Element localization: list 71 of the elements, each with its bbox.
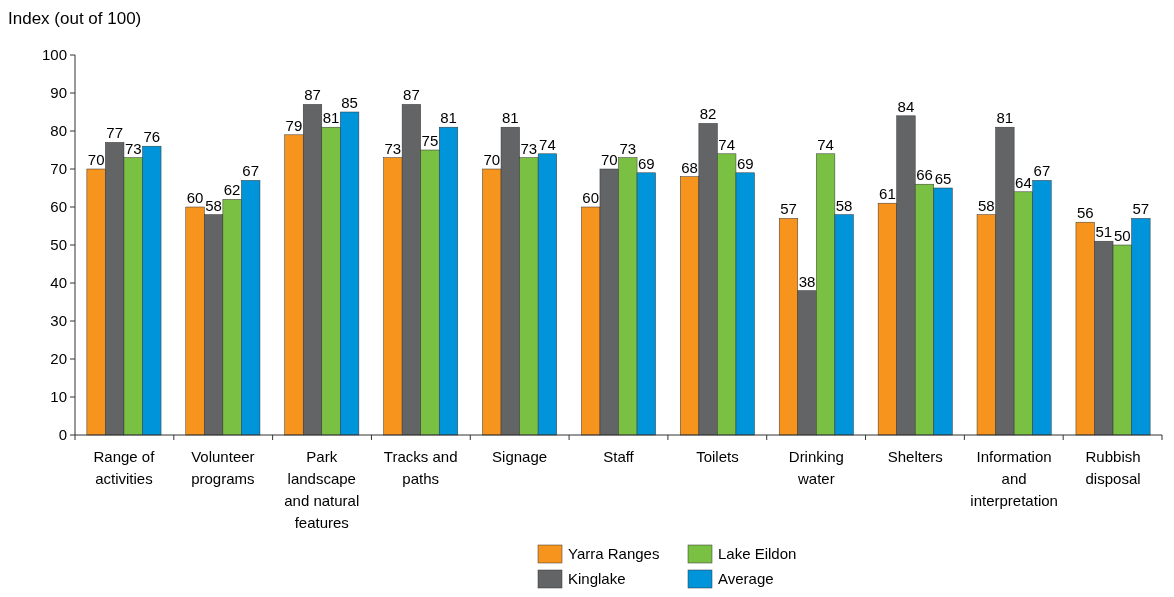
data-label: 79 (285, 116, 303, 134)
y-tick-label: 70 (50, 160, 67, 177)
data-label: 38 (798, 272, 816, 290)
x-tick-label: Drinking water (788, 448, 844, 487)
data-label: 67 (242, 162, 260, 180)
y-tick-label: 90 (50, 84, 67, 101)
y-tick-label: 10 (50, 388, 67, 405)
data-label: 66 (916, 166, 933, 184)
legend-label: Average (718, 570, 774, 587)
y-tick-label: 30 (50, 312, 67, 329)
data-label: 56 (1076, 204, 1094, 222)
data-label: 75 (421, 132, 439, 149)
legend-label: Lake Eildon (718, 545, 797, 562)
x-tick-label: Shelters (887, 448, 943, 465)
data-label: 87 (403, 86, 420, 104)
x-tick-label: Staff (603, 448, 635, 465)
data-label: 81 (322, 109, 340, 127)
data-label: 62 (223, 181, 241, 199)
y-tick-label: 60 (50, 198, 67, 215)
data-label: 74 (718, 135, 736, 153)
data-label: 85 (341, 94, 358, 111)
data-label: 50 (1113, 227, 1131, 244)
data-label: 87 (304, 86, 321, 104)
y-tick-label: 40 (50, 274, 67, 291)
data-label: 77 (106, 124, 124, 142)
data-label: 82 (699, 105, 717, 123)
x-tick-label: Tracks and paths (383, 448, 458, 487)
x-tick-label: Toilets (696, 448, 739, 465)
x-tick-label: Information and interpretation (970, 448, 1058, 509)
data-label: 70 (87, 151, 105, 168)
data-label: 61 (879, 185, 896, 203)
data-label: 70 (483, 151, 501, 168)
data-label: 57 (780, 200, 797, 218)
data-label: 58 (835, 196, 853, 214)
data-label: 74 (817, 135, 834, 153)
data-label: 65 (934, 170, 952, 187)
data-label: 68 (681, 158, 698, 176)
y-tick-label: 100 (41, 46, 67, 63)
y-tick-label: 0 (58, 426, 67, 443)
data-label: 76 (143, 128, 161, 146)
legend-label: Kinglake (568, 570, 626, 587)
data-label: 58 (205, 196, 222, 214)
legend-label: Yarra Ranges (568, 545, 660, 562)
data-label: 81 (501, 109, 519, 127)
x-tick-label: Volunteer programs (191, 448, 255, 487)
x-tick-label: Range of activities (93, 448, 156, 487)
data-label: 70 (600, 151, 618, 168)
data-label: 58 (977, 196, 995, 214)
data-label: 73 (384, 139, 402, 157)
x-tick-label: Rubbish disposal (1085, 448, 1141, 487)
data-label: 84 (897, 97, 915, 115)
data-label: 64 (1015, 173, 1032, 191)
data-label: 69 (736, 154, 754, 172)
y-tick-label: 80 (50, 122, 67, 139)
data-label: 57 (1132, 200, 1150, 218)
data-label: 60 (186, 189, 204, 206)
data-label: 73 (124, 139, 142, 157)
data-label: 60 (582, 189, 600, 206)
y-axis-title: Index (out of 100) (8, 9, 142, 28)
y-tick-label: 50 (50, 236, 67, 253)
y-tick-label: 20 (50, 350, 67, 367)
data-label: 81 (440, 109, 457, 127)
data-label: 81 (996, 109, 1014, 127)
data-label: 74 (539, 135, 556, 153)
x-tick-label: Signage (492, 448, 548, 465)
x-tick-label: Park landscape and natural features (284, 448, 360, 531)
data-label: 73 (520, 139, 538, 157)
data-label: 73 (619, 139, 637, 157)
data-label: 51 (1095, 223, 1113, 241)
data-label: 67 (1033, 162, 1051, 180)
data-label: 69 (637, 154, 655, 172)
